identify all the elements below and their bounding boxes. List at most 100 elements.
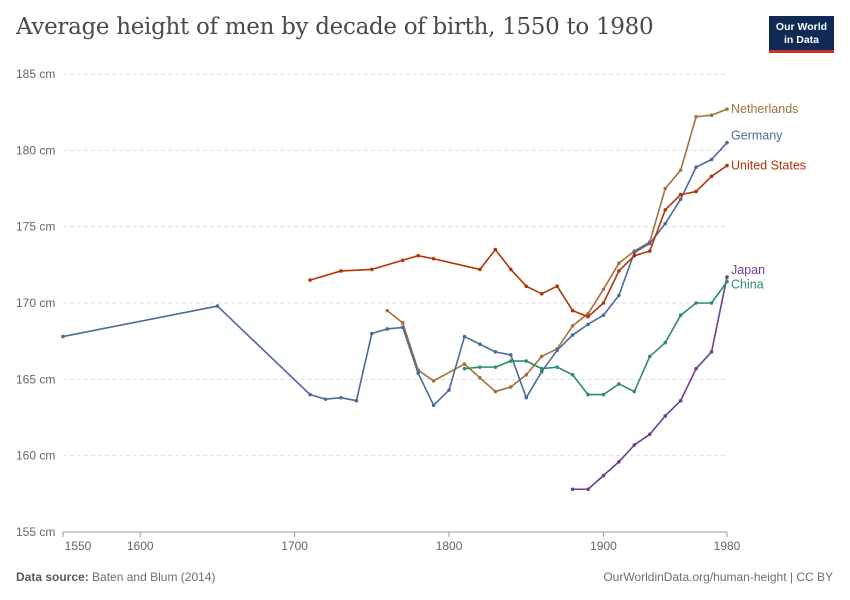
data-point — [462, 334, 467, 339]
data-point — [678, 313, 683, 318]
data-point — [323, 397, 328, 401]
data-point — [617, 382, 621, 386]
data-point — [478, 267, 482, 272]
data-point — [601, 301, 606, 305]
data-point — [570, 372, 575, 377]
data-point — [385, 327, 390, 331]
footer-url[interactable]: OurWorldinData.org/human-height | CC BY — [603, 570, 833, 584]
data-point — [400, 321, 405, 325]
data-point — [431, 379, 436, 383]
data-point — [478, 376, 482, 380]
data-point — [663, 340, 668, 345]
data-point — [431, 256, 436, 261]
data-point — [663, 414, 668, 418]
data-point — [61, 334, 65, 339]
data-point — [725, 140, 729, 145]
data-point — [678, 197, 683, 201]
data-point — [524, 359, 529, 363]
data-point — [632, 250, 637, 255]
y-tick-label: 165 cm — [16, 372, 55, 386]
data-point — [725, 275, 729, 279]
data-point — [462, 366, 467, 371]
series-label-china: China — [731, 278, 764, 292]
x-tick-label: 1550 — [65, 539, 92, 553]
data-point — [725, 279, 729, 284]
x-tick-label: 1700 — [281, 539, 308, 553]
source-label: Data source: — [16, 570, 89, 584]
data-point — [601, 392, 606, 397]
data-point — [524, 284, 529, 289]
data-point — [524, 372, 529, 377]
data-point — [416, 253, 420, 258]
data-point — [539, 369, 544, 374]
data-point — [678, 398, 683, 403]
data-point — [709, 157, 714, 162]
data-point — [539, 366, 544, 371]
data-point — [586, 314, 590, 319]
data-point — [539, 354, 544, 359]
data-point — [694, 366, 698, 371]
data-point — [586, 322, 590, 327]
data-point — [570, 324, 575, 328]
y-tick-label: 160 cm — [16, 449, 55, 463]
data-point — [586, 392, 590, 397]
data-point — [663, 208, 668, 212]
data-point — [493, 247, 498, 252]
x-tick-label: 1800 — [436, 539, 463, 553]
y-tick-label: 185 cm — [16, 67, 55, 81]
y-tick-label: 180 cm — [16, 143, 55, 157]
data-point — [215, 304, 220, 308]
data-point — [539, 292, 544, 296]
data-point — [509, 353, 513, 357]
x-tick-label: 1900 — [590, 539, 617, 553]
source-text[interactable]: Baten and Blum (2014) — [92, 570, 216, 584]
x-tick-label: 1600 — [127, 539, 154, 553]
data-point — [354, 398, 359, 403]
data-point — [601, 287, 606, 292]
data-point — [632, 443, 637, 447]
data-point — [370, 267, 374, 272]
data-point — [678, 192, 683, 197]
data-point — [570, 487, 575, 492]
data-point — [478, 365, 482, 369]
data-point — [694, 165, 698, 169]
data-point — [447, 388, 451, 392]
series-label-germany: Germany — [731, 129, 783, 143]
data-point — [555, 365, 559, 369]
data-point — [647, 432, 652, 437]
data-point — [709, 113, 714, 118]
data-point — [617, 269, 621, 273]
logo-line-2: in Data — [783, 34, 819, 46]
data-point — [586, 311, 590, 316]
series-label-japan: Japan — [731, 263, 765, 277]
data-point — [493, 389, 498, 394]
data-point — [709, 174, 714, 179]
data-point — [493, 350, 498, 354]
y-tick-label: 155 cm — [16, 525, 55, 539]
data-point — [663, 186, 668, 191]
data-point — [725, 107, 729, 111]
data-point — [694, 189, 698, 194]
data-point — [632, 253, 637, 258]
data-point — [617, 261, 621, 266]
owid-logo[interactable]: Our World in Data — [769, 16, 834, 53]
data-point — [570, 308, 575, 313]
data-point — [385, 308, 390, 313]
data-point — [709, 350, 714, 354]
logo-line-1: Our World — [775, 21, 828, 33]
data-point — [555, 284, 559, 289]
data-point — [647, 354, 652, 359]
series-label-netherlands: Netherlands — [731, 102, 798, 116]
y-tick-label: 175 cm — [16, 220, 55, 234]
data-point — [555, 348, 559, 353]
series-line-china — [464, 281, 728, 396]
data-point — [308, 278, 312, 282]
data-point — [400, 258, 405, 263]
data-point — [632, 389, 637, 394]
data-point — [431, 403, 436, 408]
data-point — [509, 267, 513, 272]
data-point — [725, 163, 729, 168]
series-line-netherlands — [386, 108, 728, 393]
data-point — [509, 385, 513, 389]
